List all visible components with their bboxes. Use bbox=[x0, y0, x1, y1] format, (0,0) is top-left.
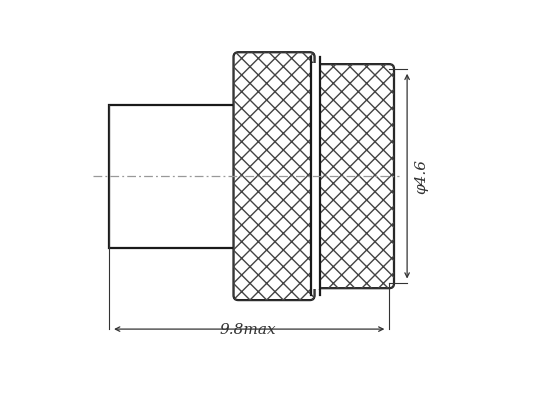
Bar bbox=[311, 63, 320, 289]
FancyBboxPatch shape bbox=[315, 64, 394, 288]
Text: φ4.6: φ4.6 bbox=[414, 159, 428, 194]
FancyBboxPatch shape bbox=[234, 52, 315, 300]
Text: 9.8max: 9.8max bbox=[220, 323, 277, 337]
Bar bbox=[109, 105, 244, 248]
